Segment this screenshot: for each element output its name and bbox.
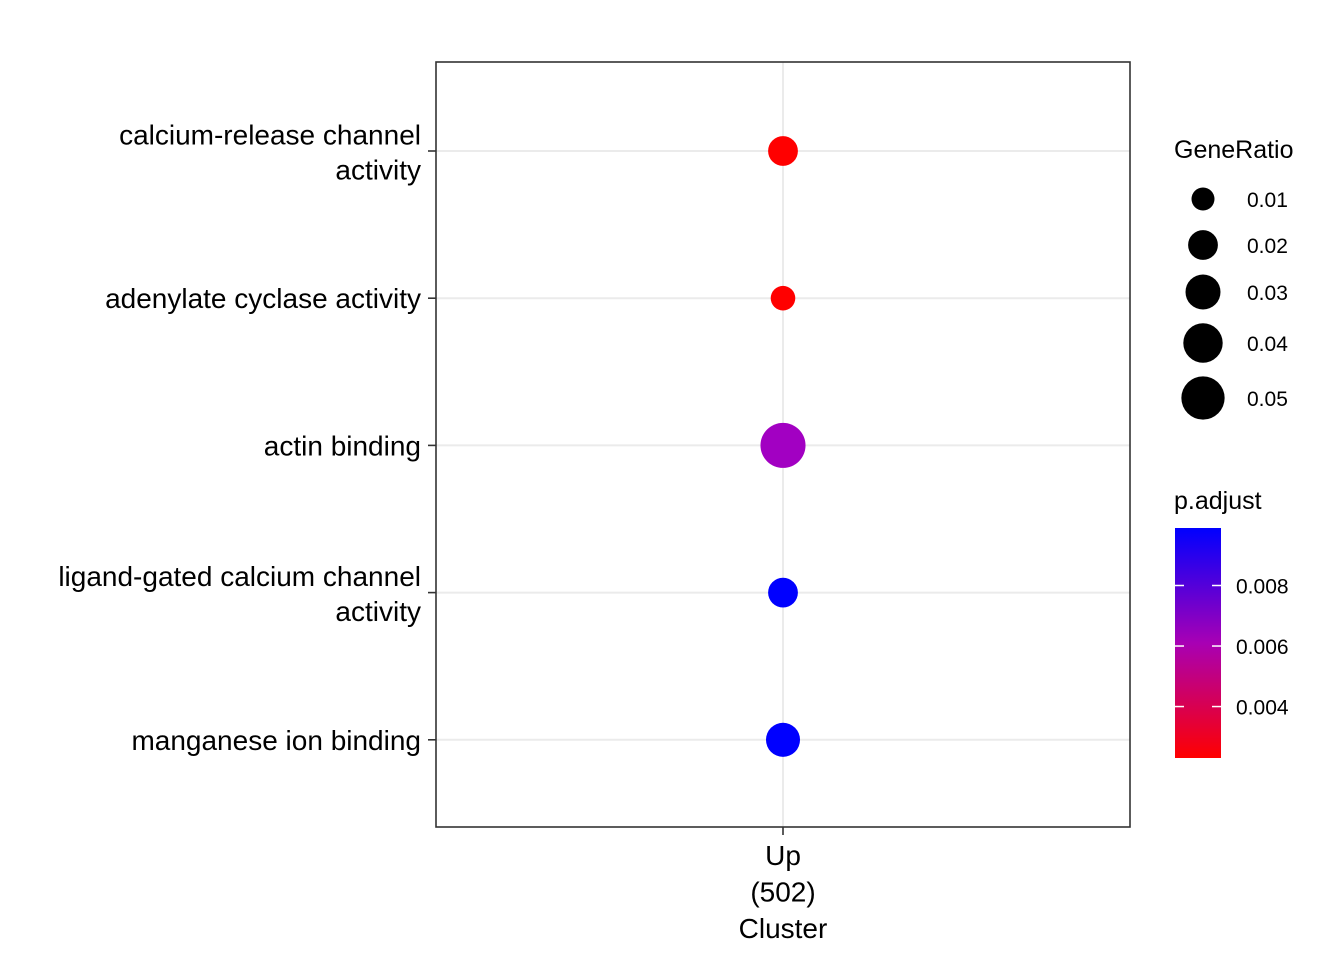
x-axis: Up (502) [750, 827, 816, 908]
size-legend-label-4: 0.04 [1247, 333, 1288, 356]
y-tick-label-line: adenylate cyclase activity [105, 283, 421, 314]
point-actin-binding [760, 422, 806, 468]
point-ligand-gated-calcium-channel-activity [768, 577, 798, 608]
color-legend-title: p.adjust [1174, 487, 1262, 515]
size-legend-key-4 [1183, 323, 1223, 363]
size-legend-label-5: 0.05 [1247, 388, 1288, 411]
point-manganese-ion-binding [765, 722, 801, 757]
size-legend-key-2 [1188, 230, 1218, 260]
size-legend-key-5 [1181, 376, 1225, 420]
y-tick-label-line: activity [335, 155, 421, 186]
size-legend: GeneRatio 0.01 0.02 0.03 0.04 0.05 [1174, 136, 1294, 420]
size-legend-label-2: 0.02 [1247, 235, 1288, 258]
size-legend-label-1: 0.01 [1247, 189, 1288, 212]
point-calcium-release-channel-activity [768, 136, 798, 166]
color-legend-label-1: 0.008 [1236, 576, 1289, 599]
y-tick-label-line: actin binding [264, 430, 421, 461]
size-legend-key-1 [1191, 187, 1215, 211]
x-axis-title: Cluster [739, 913, 828, 944]
y-tick-label-ligand-gated-calcium-channel-activity: ligand-gated calcium channel activity [58, 561, 421, 627]
size-legend-key-3 [1185, 274, 1221, 310]
y-tick-label-manganese-ion-binding: manganese ion binding [131, 725, 421, 756]
point-adenylate-cyclase-activity [770, 285, 796, 311]
y-tick-label-line: activity [335, 596, 421, 627]
y-axis: calcium-release channel activity adenylate… [58, 120, 436, 756]
color-legend-label-3: 0.004 [1236, 697, 1289, 720]
y-tick-label-adenylate-cyclase-activity: adenylate cyclase activity [105, 283, 421, 314]
points-layer [760, 136, 806, 757]
x-tick-label: Up (502) [750, 840, 815, 908]
y-tick-label-line: calcium-release channel [119, 120, 421, 151]
y-tick-label-line: manganese ion binding [131, 725, 421, 756]
color-bar [1175, 528, 1221, 758]
color-legend: p.adjust 0.008 0.006 0.004 [1174, 487, 1289, 758]
y-tick-label-line: ligand-gated calcium channel [58, 561, 421, 592]
x-tick-label-line: (502) [750, 877, 815, 908]
size-legend-label-3: 0.03 [1247, 282, 1288, 305]
x-tick-label-line: Up [765, 840, 801, 871]
y-tick-label-actin-binding: actin binding [264, 430, 421, 461]
color-legend-label-2: 0.006 [1236, 636, 1289, 659]
size-legend-title: GeneRatio [1174, 136, 1294, 164]
y-tick-label-calcium-release-channel-activity: calcium-release channel activity [119, 120, 421, 186]
